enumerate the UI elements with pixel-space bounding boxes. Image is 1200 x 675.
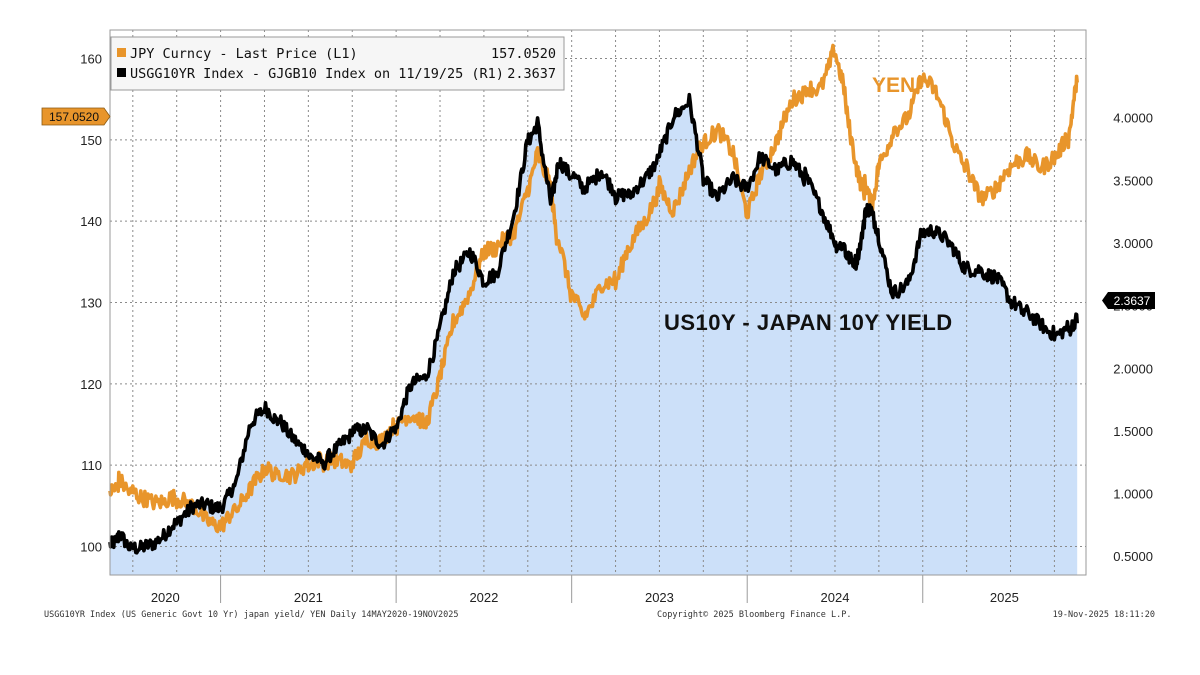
x-tick-label: 2023 <box>645 590 674 605</box>
right-tick-label: 3.5000 <box>1113 173 1153 188</box>
right-tick-label: 0.5000 <box>1113 549 1153 564</box>
legend-value-spread: 2.3637 <box>507 66 556 82</box>
right-tag-value: 2.3637 <box>1114 294 1151 308</box>
x-tick-label: 2024 <box>821 590 850 605</box>
legend-swatch-spread <box>117 68 126 77</box>
spread-area <box>110 94 1078 575</box>
right-last-value-tag: 2.3637 <box>1102 292 1155 309</box>
x-tick-label: 2021 <box>294 590 323 605</box>
legend-value-yen: 157.0520 <box>491 46 556 62</box>
left-tick-label: 100 <box>80 540 102 555</box>
right-tick-label: 3.0000 <box>1113 236 1153 251</box>
left-tick-label: 110 <box>81 458 102 473</box>
plot-frame <box>109 29 1087 576</box>
legend-label-yen: JPY Curncy - Last Price (L1) <box>130 46 358 62</box>
legend-swatch-yen <box>117 48 126 57</box>
left-tick-label: 160 <box>80 51 102 66</box>
annotation-spread: US10Y - JAPAN 10Y YIELD <box>664 310 953 335</box>
left-tick-label: 130 <box>80 296 102 311</box>
right-tick-label: 4.0000 <box>1113 111 1153 126</box>
left-tag-shape <box>41 107 111 126</box>
right-tick-label: 2.0000 <box>1113 361 1153 376</box>
right-tick-label: 1.5000 <box>1113 424 1153 439</box>
legend-label-spread: USGG10YR Index - GJGB10 Index on 11/19/2… <box>130 66 504 82</box>
right-tick-label: 1.0000 <box>1113 487 1153 502</box>
footer-left: USGG10YR Index (US Generic Govt 10 Yr) j… <box>44 610 459 620</box>
spread-area-layer <box>110 94 1078 575</box>
right-axis: 0.50001.00001.50002.00002.50003.00003.50… <box>1113 111 1153 565</box>
series-layer <box>108 43 1079 555</box>
left-axis: 100 110 120 130 140 150 160 <box>80 51 102 554</box>
x-tick-label: 2025 <box>990 590 1019 605</box>
right-tag-shape <box>1102 292 1155 309</box>
legend-box <box>110 36 565 91</box>
annotation-yen: YEN <box>872 74 915 97</box>
x-tick-label: 2020 <box>151 590 180 605</box>
series-line-yen <box>108 43 1079 534</box>
x-axis: 2020 2021 2022 2023 2024 2025 <box>151 575 1019 605</box>
footer-center: Copyright© 2025 Bloomberg Finance L.P. <box>657 610 851 620</box>
series-line-spread <box>108 92 1079 555</box>
left-tick-label: 150 <box>80 133 102 148</box>
left-last-value-tag: 157.0520 <box>41 107 111 126</box>
left-tick-label: 140 <box>80 214 102 229</box>
left-tag-value: 157.0520 <box>49 110 99 124</box>
footer-right: 19-Nov-2025 18:11:20 <box>1053 610 1155 620</box>
grid <box>110 30 1086 575</box>
legend: JPY Curncy - Last Price (L1) 157.0520 US… <box>110 36 565 91</box>
x-tick-label: 2022 <box>469 590 498 605</box>
left-tick-label: 120 <box>80 377 102 392</box>
